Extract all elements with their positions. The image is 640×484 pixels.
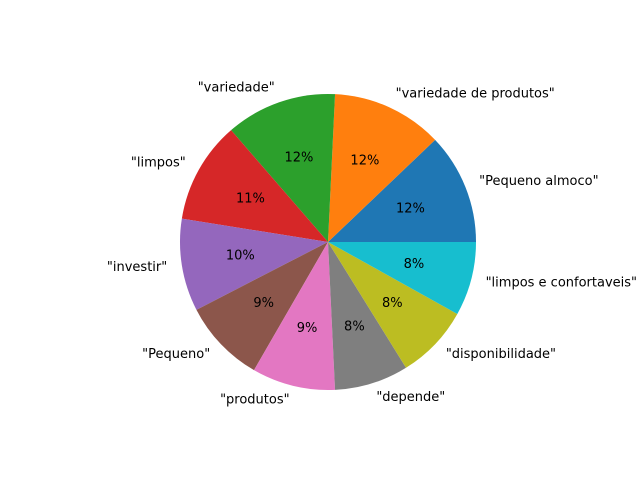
pie-slice-4 xyxy=(179,218,328,310)
pie-slice-1 xyxy=(328,94,436,242)
slice-percent-label: 8% xyxy=(382,296,403,311)
pie-slices xyxy=(179,94,476,390)
slice-category-label: "investir" xyxy=(107,260,167,275)
slice-percent-label: 10% xyxy=(226,249,255,264)
slice-category-label: "Pequeno almoco" xyxy=(479,174,598,189)
pie-slice-9 xyxy=(328,242,476,314)
slice-category-label: "variedade de produtos" xyxy=(396,86,555,101)
slice-percent-label: 9% xyxy=(253,296,274,311)
pie-labels: 12% "Pequeno almoco" 12% "variedade de prod… xyxy=(107,81,637,408)
pie-slice-8 xyxy=(328,242,458,368)
slice-percent-label: 9% xyxy=(297,321,318,336)
pie-slice-2 xyxy=(231,94,336,242)
slice-category-label: "depende" xyxy=(376,390,445,405)
slice-percent-label: 12% xyxy=(350,154,379,169)
slice-percent-label: 8% xyxy=(404,257,425,272)
pie-slice-6 xyxy=(254,242,336,390)
slice-category-label: "produtos" xyxy=(220,393,290,408)
slice-percent-label: 12% xyxy=(396,201,425,216)
slice-percent-label: 12% xyxy=(285,151,314,166)
pie-slice-3 xyxy=(181,130,328,242)
slice-category-label: "limpos" xyxy=(131,155,186,170)
slice-category-label: "Pequeno" xyxy=(142,347,210,362)
pie-slice-7 xyxy=(328,242,407,390)
slice-percent-label: 8% xyxy=(344,319,365,334)
pie-slice-5 xyxy=(196,242,328,371)
pie-slice-0 xyxy=(328,139,476,242)
slice-percent-label: 11% xyxy=(236,191,265,206)
slice-category-label: "disponibilidade" xyxy=(446,347,556,362)
slice-category-label: "variedade" xyxy=(198,81,275,96)
slice-category-label: "limpos e confortaveis" xyxy=(486,275,637,290)
